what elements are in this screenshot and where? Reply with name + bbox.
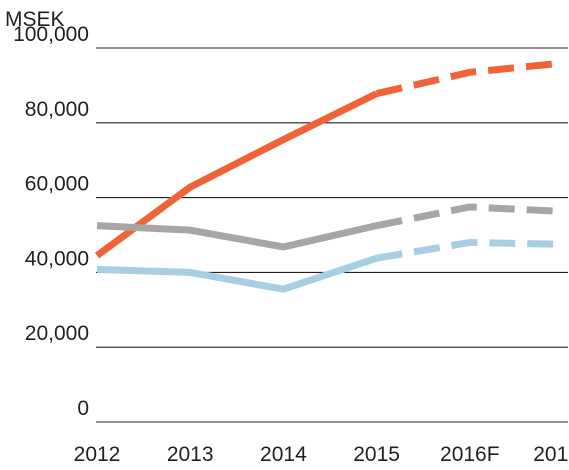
- x-tick-label: 2014: [260, 443, 307, 466]
- y-axis-ticks: 0 20,000 40,000 60,000 80,000 100,000: [13, 23, 89, 420]
- series-line-forecast: [375, 59, 564, 98]
- x-tick-label: 2012: [74, 443, 121, 466]
- y-tick-label: 100,000: [13, 23, 89, 46]
- series-lines: [94, 59, 564, 293]
- y-tick-label: 60,000: [25, 173, 89, 196]
- y-tick-label: 80,000: [25, 98, 89, 121]
- series-line-actual: [94, 90, 379, 259]
- series-line-actual: [96, 222, 378, 251]
- x-tick-label: 2015: [353, 443, 400, 466]
- y-tick-label: 40,000: [25, 247, 89, 270]
- y-tick-label: 0: [77, 397, 89, 420]
- y-axis-unit-label: MSEK: [5, 8, 65, 31]
- x-tick-label: 2013: [167, 443, 214, 466]
- series-line-forecast: [376, 238, 564, 262]
- x-tick-label: 2016F: [440, 443, 500, 466]
- y-tick-label: 20,000: [25, 322, 89, 345]
- series-line-actual: [96, 254, 378, 293]
- x-axis-ticks: 2012 2013 2014 2015 2016F 2017F: [74, 443, 569, 466]
- x-tick-label: 2017F: [533, 443, 569, 466]
- series-line-forecast: [375, 203, 564, 230]
